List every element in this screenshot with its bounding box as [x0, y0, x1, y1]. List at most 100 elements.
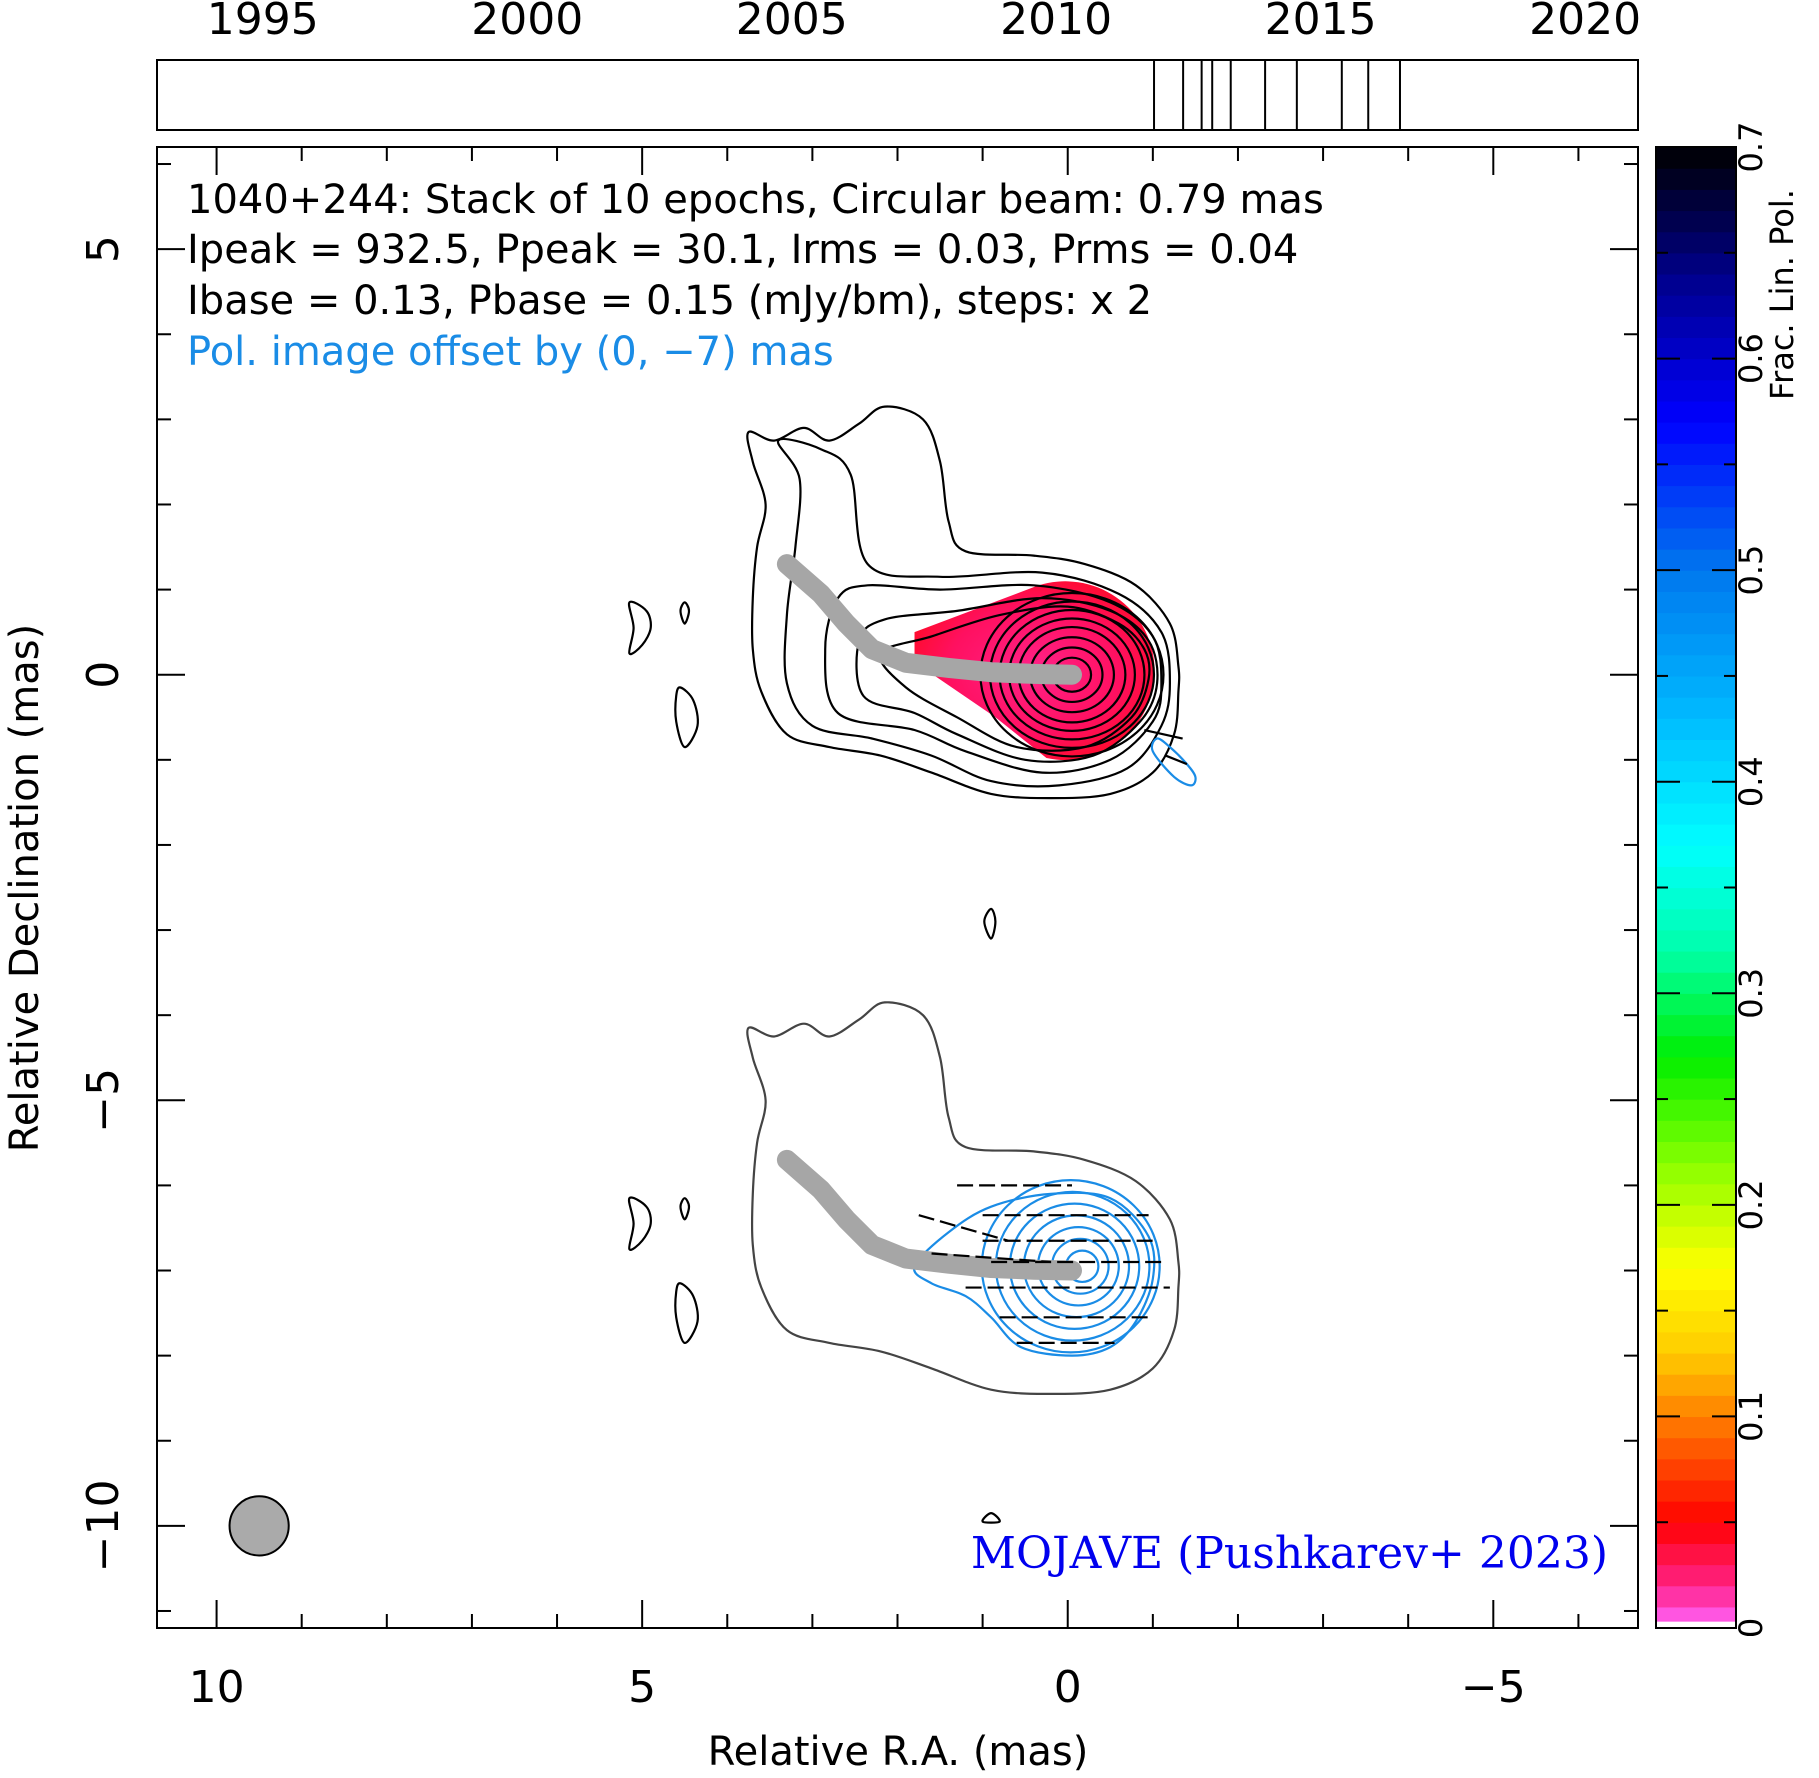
colorbar-tick-label-5: 0.5: [1732, 545, 1770, 596]
colorbar-band-64: [1656, 252, 1736, 275]
colorbar-band-3: [1656, 1543, 1736, 1566]
stokes-i-island-3: [674, 686, 699, 749]
colorbar-band-44: [1656, 675, 1736, 698]
y-tick-label-3: −10: [78, 1479, 129, 1572]
colorbar-band-25: [1656, 1077, 1736, 1100]
colorbar-band-66: [1656, 210, 1736, 233]
stokes-i-island-5: [981, 1511, 1001, 1524]
colorbar-band-36: [1656, 845, 1736, 867]
colorbar-band-24: [1656, 1099, 1736, 1121]
colorbar-band-48: [1656, 591, 1736, 614]
colorbar-tick-label-0: 0: [1732, 1618, 1770, 1638]
colorbar-tick-label-1: 0.1: [1732, 1391, 1770, 1442]
colorbar-tick-label-6: 0.6: [1732, 333, 1770, 384]
colorbar-band-40: [1656, 760, 1736, 783]
colorbar-band-53: [1656, 485, 1736, 508]
colorbar-band-26: [1656, 1056, 1736, 1079]
timeline-epoch-marks: [1153, 60, 1401, 130]
colorbar-band-57: [1656, 400, 1736, 423]
offset-evpa-ticks: [1144, 728, 1188, 766]
epoch-timeline: 1995 2000 2005 2010 2015 2020: [156, 0, 1641, 131]
info-line-3: Ibase = 0.13, Pbase = 0.15 (mJy/bm), ste…: [187, 278, 1152, 324]
colorbar-tick-label-4: 0.4: [1732, 756, 1770, 807]
stokes-i-lower-island-1: [627, 1196, 652, 1251]
y-tick-label-2: −5: [78, 1068, 129, 1133]
x-tick-label-3: −5: [1461, 1662, 1526, 1713]
colorbar-band-17: [1656, 1247, 1736, 1269]
colorbar-band-51: [1656, 527, 1736, 550]
stokes-i-island-2: [679, 601, 691, 625]
colorbar-band-56: [1656, 422, 1736, 444]
colorbar-band-58: [1656, 379, 1736, 402]
colorbar-band-23: [1656, 1120, 1736, 1142]
colorbar-band-11: [1656, 1374, 1736, 1396]
timeline-year-2005: 2005: [736, 0, 848, 45]
x-tick-label-1: 5: [628, 1662, 656, 1713]
colorbar-band-34: [1656, 887, 1736, 910]
colorbar-band-43: [1656, 697, 1736, 719]
colorbar-band-28: [1656, 1014, 1736, 1037]
colorbar-band-1: [1656, 1585, 1736, 1608]
offset-evpa-tick-2: [1165, 754, 1188, 766]
colorbar-band-5: [1656, 1501, 1736, 1523]
y-tick-label-0: 5: [78, 235, 129, 263]
colorbar-band-67: [1656, 189, 1736, 212]
ridge-line-lower: [776, 1149, 1082, 1281]
colorbar-band-68: [1656, 168, 1736, 190]
colorbar-bands: [1656, 147, 1736, 1629]
colorbar-band-2: [1656, 1564, 1736, 1587]
ridge-line-upper: [776, 554, 1082, 685]
colorbar-band-49: [1656, 570, 1736, 592]
axes-ticks: 10 5 0 −5 5 0 −5 −10: [78, 147, 1638, 1713]
offset-evpa-tick-1: [1144, 728, 1183, 740]
colorbar-band-60: [1656, 337, 1736, 360]
colorbar-band-zero: [1656, 1621, 1736, 1628]
colorbar-band-32: [1656, 929, 1736, 952]
colorbar-band-31: [1656, 950, 1736, 973]
stokes-i-contour-3: [855, 596, 1159, 763]
evpa-tick-2: [918, 1214, 1009, 1242]
colorbar-band-69: [1656, 147, 1736, 169]
stokes-i-lower-island-3: [674, 1282, 699, 1344]
colorbar-tick-label-2: 0.2: [1732, 1179, 1770, 1230]
colorbar-band-63: [1656, 273, 1736, 296]
colorbar-band-14: [1656, 1310, 1736, 1333]
plot-content: [228, 405, 1197, 1557]
stokes-i-island-4: [983, 907, 997, 940]
colorbar-ticks: 0 0.1 0.2 0.3 0.4 0.5 0.6 0.7: [1656, 122, 1770, 1638]
timeline-year-1995: 1995: [207, 0, 319, 45]
contour-map: 10 5 0 −5 5 0 −5 −10 1040+244: Stack of 10 epoc…: [2, 146, 1639, 1775]
colorbar-band-45: [1656, 654, 1736, 677]
colorbar-band-52: [1656, 506, 1736, 529]
colorbar-band-6: [1656, 1479, 1736, 1502]
colorbar-band-55: [1656, 443, 1736, 465]
colorbar-band-10: [1656, 1395, 1736, 1418]
stokes-i-lower-outer: [746, 1001, 1181, 1395]
y-axis-label: Relative Declination (mas): [2, 624, 48, 1152]
colorbar-band-50: [1656, 548, 1736, 571]
colorbar-band-29: [1656, 993, 1736, 1016]
colorbar-band-16: [1656, 1268, 1736, 1291]
stokes-i-lower-island-2: [679, 1197, 691, 1221]
colorbar-band-59: [1656, 358, 1736, 381]
colorbar-band-12: [1656, 1352, 1736, 1375]
colorbar-band-42: [1656, 718, 1736, 740]
colorbar-band-39: [1656, 781, 1736, 804]
timeline-year-2015: 2015: [1265, 0, 1377, 45]
colorbar-band-37: [1656, 824, 1736, 846]
colorbar-band-65: [1656, 231, 1736, 254]
ridge-lines: [776, 554, 1082, 1281]
colorbar-band-54: [1656, 464, 1736, 487]
mojave-credit: MOJAVE (Pushkarev+ 2023): [971, 1528, 1608, 1579]
beam-ellipse: [228, 1495, 290, 1557]
offset-pol-islands: [1150, 737, 1197, 787]
colorbar-band-15: [1656, 1289, 1736, 1312]
evpa-tick-3: [931, 1252, 1051, 1264]
colorbar-band-19: [1656, 1204, 1736, 1227]
colorbar-band-30: [1656, 972, 1736, 994]
stokes-i-island-1: [627, 600, 652, 656]
pol-offset-note: Pol. image offset by (0, −7) mas: [187, 329, 834, 375]
colorbar: 0 0.1 0.2 0.3 0.4 0.5 0.6 0.7 Frac. Lin. Pol.: [1655, 122, 1801, 1638]
colorbar-band-33: [1656, 908, 1736, 931]
